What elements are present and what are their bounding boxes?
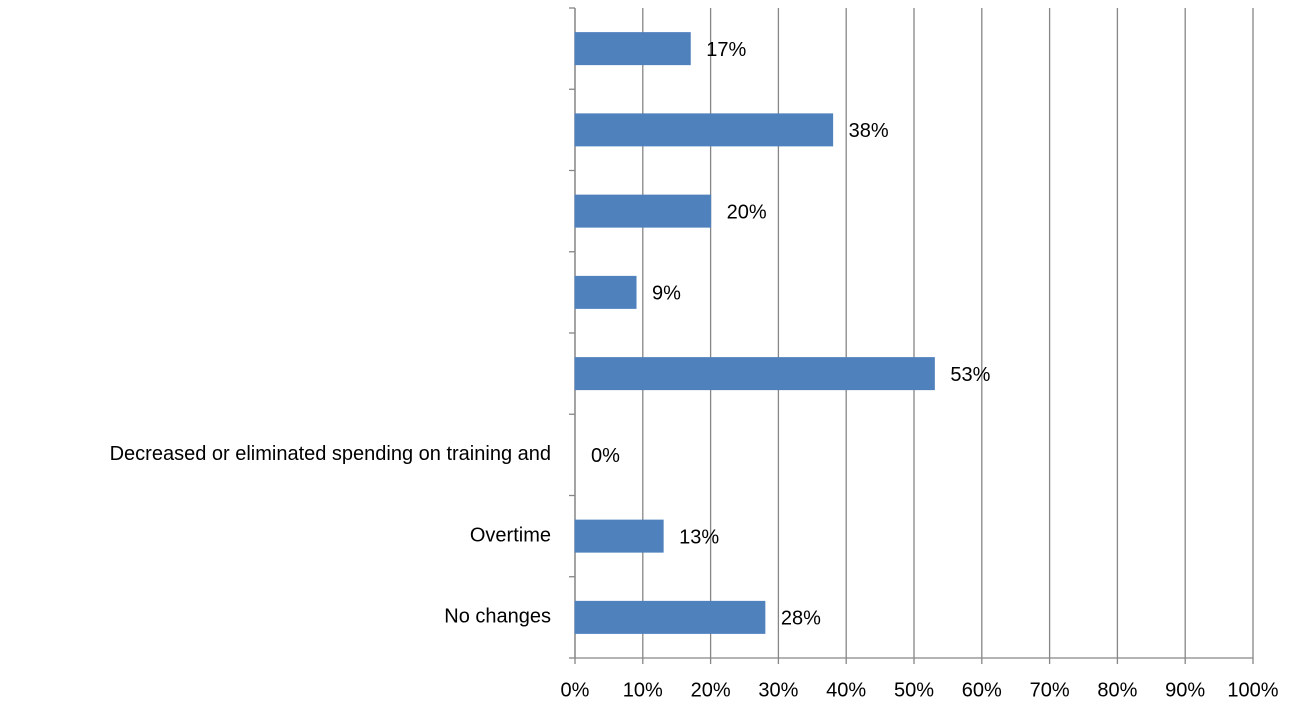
bar [574, 275, 637, 309]
value-label: 20% [727, 201, 767, 223]
bar [574, 32, 691, 66]
value-label: 17% [706, 39, 746, 61]
value-label: 38% [849, 120, 889, 142]
value-label: 28% [781, 608, 821, 630]
value-label: 53% [950, 364, 990, 386]
x-tick-label: 100% [1227, 679, 1278, 701]
y-tick-label: No changes [444, 606, 551, 628]
value-label: 0% [591, 445, 620, 467]
bar [574, 519, 664, 553]
x-tick-label: 50% [894, 679, 934, 701]
x-tick-label: 10% [623, 679, 663, 701]
x-tick-label: 0% [561, 679, 590, 701]
x-tick-label: 20% [691, 679, 731, 701]
bar [574, 113, 834, 147]
bar [574, 600, 766, 634]
value-label: 9% [652, 283, 681, 305]
x-tick-label: 80% [1097, 679, 1137, 701]
y-tick-label: Decreased or eliminated spending on trai… [110, 443, 551, 465]
x-tick-label: 90% [1165, 679, 1205, 701]
x-tick-label: 30% [758, 679, 798, 701]
x-tick-label: 70% [1030, 679, 1070, 701]
value-label: 13% [679, 526, 719, 548]
y-tick-label: Overtime [470, 524, 551, 546]
x-tick-label: 60% [962, 679, 1002, 701]
x-tick-label: 40% [826, 679, 866, 701]
bar [574, 357, 935, 391]
bar [574, 194, 712, 228]
